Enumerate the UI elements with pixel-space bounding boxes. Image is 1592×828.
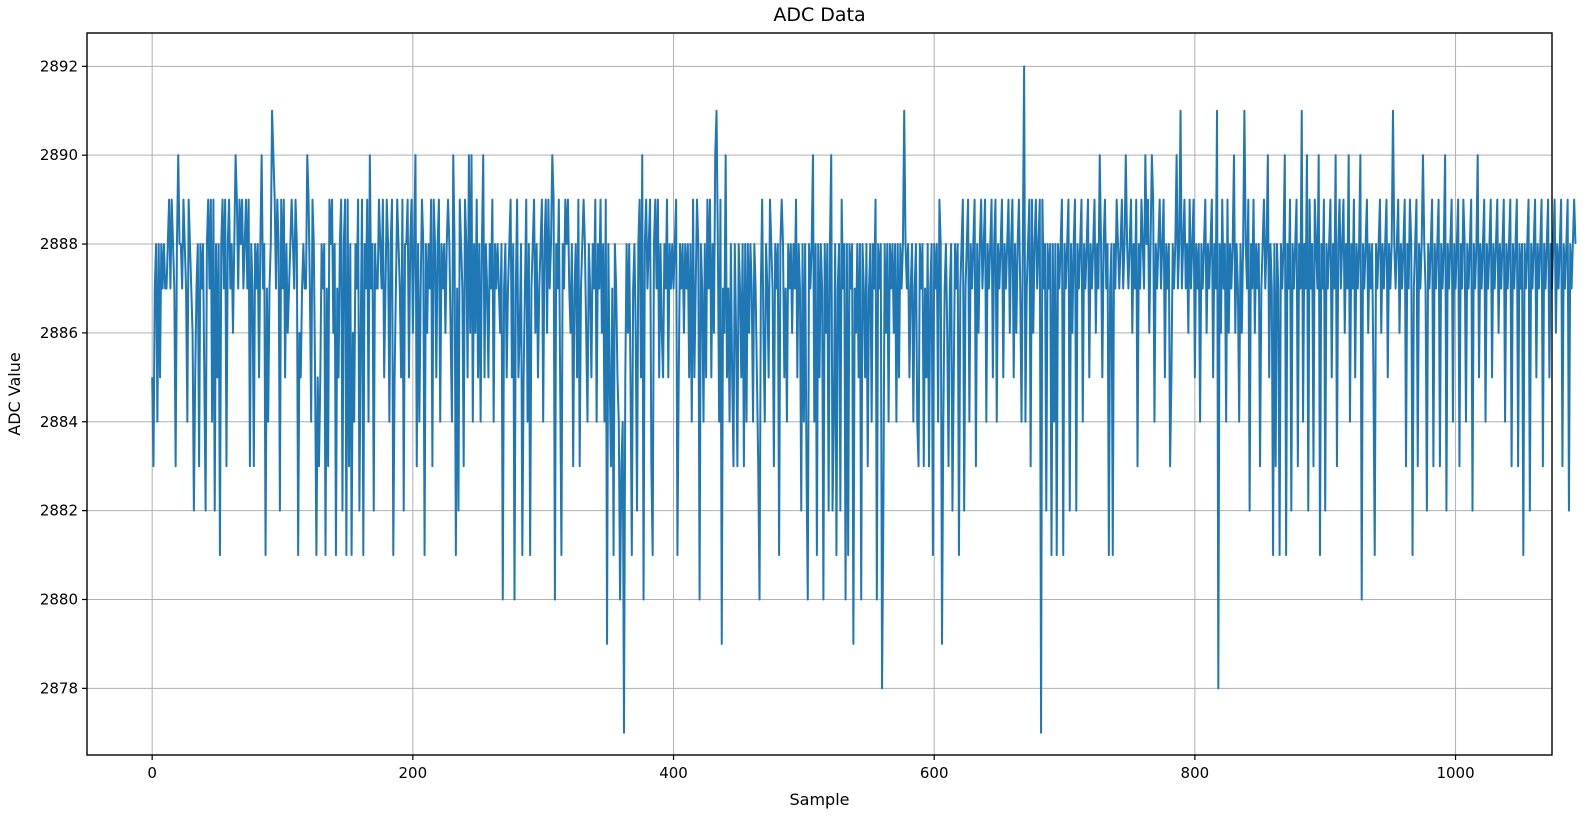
x-tick-label: 0 [147,764,157,782]
y-tick-label: 2892 [40,57,78,75]
y-tick-label: 2880 [40,590,78,608]
y-tick-label: 2878 [40,679,78,697]
x-tick-label: 400 [659,764,688,782]
adc-series-line [151,65,1577,734]
x-tick-label: 1000 [1436,764,1474,782]
x-tick-label: 800 [1181,764,1210,782]
grid [87,33,1552,755]
chart-title: ADC Data [773,4,865,26]
x-tick-label: 600 [920,764,949,782]
y-axis-title: ADC Value [5,352,24,435]
ticks: 0 200 400 600 800 1000 2878 2880 2882 2884 2886 288… [40,57,1475,782]
y-tick-label: 2884 [40,413,78,431]
x-tick-label: 200 [399,764,428,782]
plot-frame [86,32,1553,756]
series-layer [151,65,1577,734]
x-axis-title: Sample [790,790,850,809]
y-tick-label: 2882 [40,502,78,520]
y-tick-label: 2888 [40,235,78,253]
y-tick-label: 2890 [40,146,78,164]
y-tick-label: 2886 [40,324,78,342]
